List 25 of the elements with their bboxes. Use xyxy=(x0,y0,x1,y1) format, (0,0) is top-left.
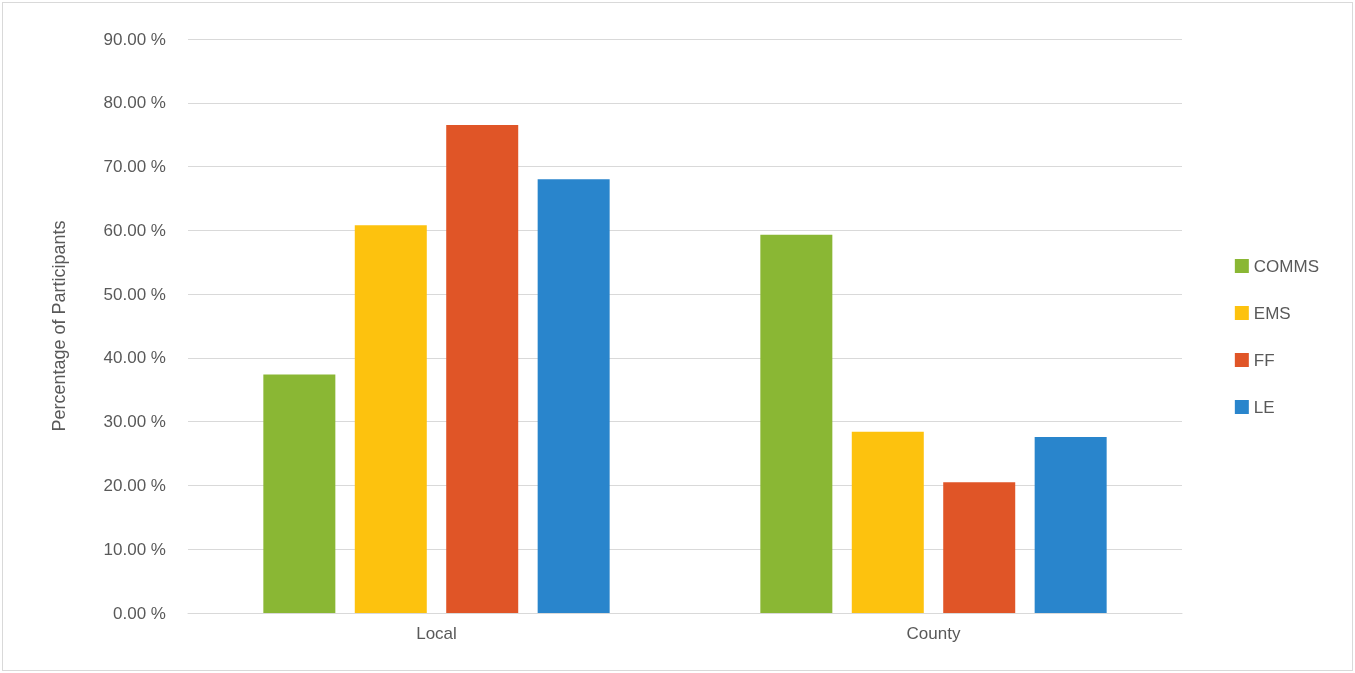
y-tick-label: 40.00 % xyxy=(103,348,166,368)
y-tick-label: 30.00 % xyxy=(103,412,166,432)
y-tick-label: 50.00 % xyxy=(103,284,166,304)
y-tick-label: 80.00 % xyxy=(103,93,166,113)
legend-label: LE xyxy=(1253,397,1275,417)
y-tick-label: 10.00 % xyxy=(103,539,166,559)
legend-label: COMMS xyxy=(1253,256,1320,276)
legend-label: FF xyxy=(1253,350,1275,370)
x-tick-label: County xyxy=(906,624,961,643)
bar xyxy=(760,234,833,613)
y-tick-label: 60.00 % xyxy=(103,220,166,240)
bar xyxy=(1034,436,1107,613)
y-tick-label: 0.00 % xyxy=(113,603,166,623)
bar xyxy=(537,179,610,613)
legend-label: EMS xyxy=(1253,303,1291,323)
bar xyxy=(354,225,427,613)
bar xyxy=(851,431,924,613)
x-tick-label: Local xyxy=(416,624,457,643)
y-tick-label: 90.00 % xyxy=(103,29,166,49)
bar xyxy=(263,374,336,613)
bar xyxy=(943,482,1016,613)
y-tick-label: 70.00 % xyxy=(103,157,166,177)
y-tick-label: 20.00 % xyxy=(103,475,166,495)
y-axis-title: Percentage of Participants xyxy=(49,220,69,432)
bar xyxy=(446,125,519,613)
